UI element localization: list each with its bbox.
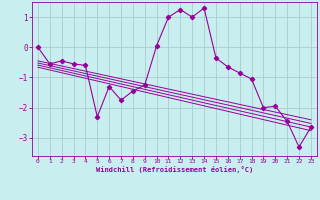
X-axis label: Windchill (Refroidissement éolien,°C): Windchill (Refroidissement éolien,°C) bbox=[96, 166, 253, 173]
